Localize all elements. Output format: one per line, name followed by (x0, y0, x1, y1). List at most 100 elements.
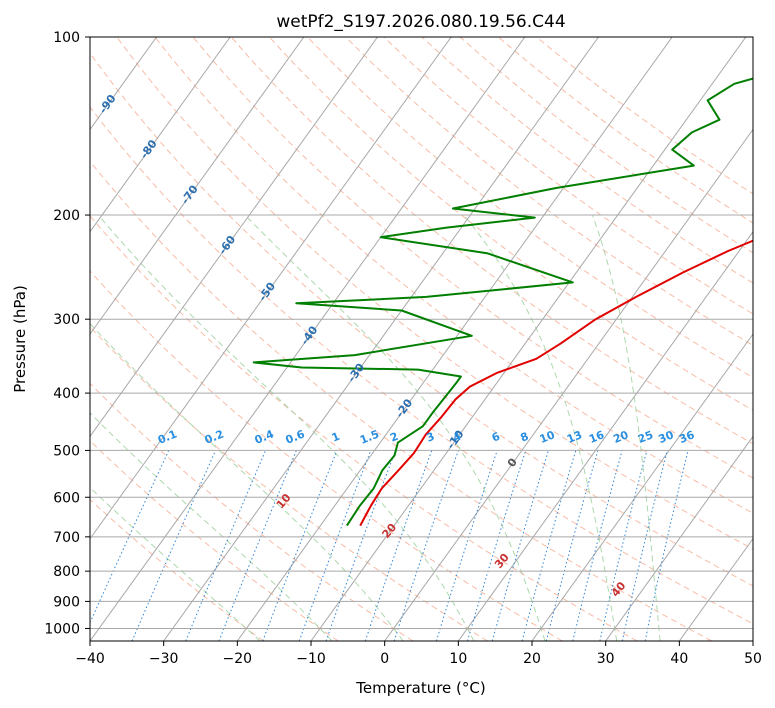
isotherm-label: 0 (505, 456, 520, 470)
dry-adiabat-label: 30 (492, 551, 512, 571)
dewpoint-profile-line (252, 77, 753, 527)
y-tick-label: 900 (53, 594, 80, 610)
pressure-gridlines (90, 36, 753, 629)
x-tick-label: −20 (223, 651, 253, 667)
isotherm-line (90, 37, 526, 641)
dry-adiabat-line (90, 326, 488, 641)
dry-adiabat-line (192, 37, 753, 479)
dry-adiabat-line (230, 37, 753, 445)
plot-frame (89, 36, 754, 642)
dry-adiabat-line (90, 215, 638, 641)
mixing-ratio-line (599, 450, 648, 641)
mixing-ratio-line (364, 450, 433, 641)
mixing-ratio-label: 36 (677, 428, 696, 446)
axes: −40 −30 −20 −10 0 10 20 30 40 5010020030040050060… (44, 30, 762, 667)
profile-lines (252, 77, 753, 527)
dry-adiabat-line (459, 37, 753, 254)
mixing-ratio-label: 1.5 (358, 428, 381, 447)
mixing-ratio-line (298, 450, 372, 641)
mixing-ratio-label: 6 (490, 430, 502, 445)
mixing-ratio-label: 1 (330, 430, 342, 445)
dry-adiabat-line (90, 52, 753, 587)
isotherm-line (90, 37, 305, 335)
mixing-ratio-line (90, 450, 170, 624)
isotherm-line (90, 37, 378, 438)
isotherm-line (752, 640, 753, 641)
x-tick-label: 30 (597, 651, 615, 667)
mixing-ratio-line (131, 450, 217, 641)
dry-adiabat-line (154, 37, 753, 514)
dry-adiabat-line (90, 498, 264, 641)
background-lines (90, 37, 753, 641)
mixing-ratio-line (325, 450, 397, 641)
temperature-profile-line (359, 239, 753, 527)
y-tick-label: 800 (53, 564, 80, 580)
moist-adiabat-line (244, 214, 546, 641)
isotherm-label: -30 (345, 361, 367, 385)
mixing-ratio-line (491, 450, 549, 641)
mixing-ratio-line (521, 450, 577, 641)
mixing-ratio-line (621, 450, 668, 641)
isotherm-line (90, 37, 452, 540)
dry-adiabat-line (383, 37, 753, 315)
mixing-ratio-line (572, 450, 623, 641)
y-axis-label: Pressure (hPa) (11, 285, 29, 393)
mixing-ratio-label: 8 (518, 430, 530, 445)
y-tick-label: 700 (53, 530, 80, 546)
isotherm-label: -60 (216, 233, 238, 257)
dry-adiabat-line (268, 37, 753, 411)
isotherm-label: -20 (393, 396, 415, 420)
y-tick-label: 200 (53, 208, 80, 224)
mixing-ratio-label: 0.2 (203, 427, 226, 446)
moist-adiabat-line (90, 486, 261, 641)
x-tick-label: 0 (380, 651, 389, 667)
line-labels: -100-90-80-70-60-50-40-30-20-10010203040… (52, 46, 697, 600)
isotherm-line (531, 333, 753, 641)
dry-adiabat-label: 20 (379, 521, 399, 541)
isotherm-line (384, 128, 753, 641)
mixing-ratio-line (393, 450, 459, 641)
mixing-ratio-line (545, 450, 599, 641)
x-axis-label: Temperature (°C) (355, 679, 485, 697)
dry-adiabat-label: 40 (609, 579, 629, 599)
isotherm-label: -40 (298, 323, 320, 347)
dry-adiabat-line (90, 106, 753, 625)
mixing-ratio-line (262, 450, 338, 641)
x-tick-label: −10 (296, 651, 326, 667)
isotherm-label: -80 (138, 137, 160, 161)
x-tick-label: 20 (523, 651, 541, 667)
isotherm-label: -50 (256, 280, 278, 304)
mixing-ratio-label: 3 (424, 430, 436, 445)
x-tick-label: −30 (149, 651, 179, 667)
isotherm-label: -90 (97, 92, 119, 116)
moist-adiabat-line (463, 214, 618, 641)
x-tick-label: 40 (670, 651, 688, 667)
x-tick-label: 50 (744, 651, 762, 667)
dry-adiabat-line (90, 270, 563, 641)
mixing-ratio-label: 16 (587, 428, 606, 446)
y-tick-label: 1000 (44, 621, 80, 637)
mixing-ratio-label: 2 (388, 430, 400, 445)
mixing-ratio-label: 0.1 (156, 427, 179, 446)
dry-adiabat-line (90, 160, 712, 641)
isotherm-line (90, 37, 231, 233)
mixing-ratio-label: 10 (538, 428, 557, 446)
x-tick-label: −40 (75, 651, 105, 667)
x-tick-label: 10 (449, 651, 467, 667)
isotherm-line (310, 37, 747, 641)
mixing-ratio-label: 13 (565, 428, 584, 446)
isotherm-label: -70 (179, 183, 201, 207)
mixing-ratio-label: 25 (636, 428, 655, 446)
chart-title: wetPf2_S197.2026.080.19.56.C44 (276, 12, 565, 32)
y-tick-label: 600 (53, 490, 80, 506)
y-tick-label: 400 (53, 386, 80, 402)
dry-adiabat-line (345, 37, 753, 346)
mixing-ratio-label: 0.6 (284, 427, 307, 446)
mixing-ratio-line (218, 450, 297, 641)
moist-adiabat-line (90, 322, 404, 641)
moist-adiabat-line (97, 214, 475, 641)
isotherm-label: -100 (52, 46, 79, 76)
mixing-ratio-line (185, 450, 267, 641)
moist-adiabat-line (90, 412, 333, 641)
